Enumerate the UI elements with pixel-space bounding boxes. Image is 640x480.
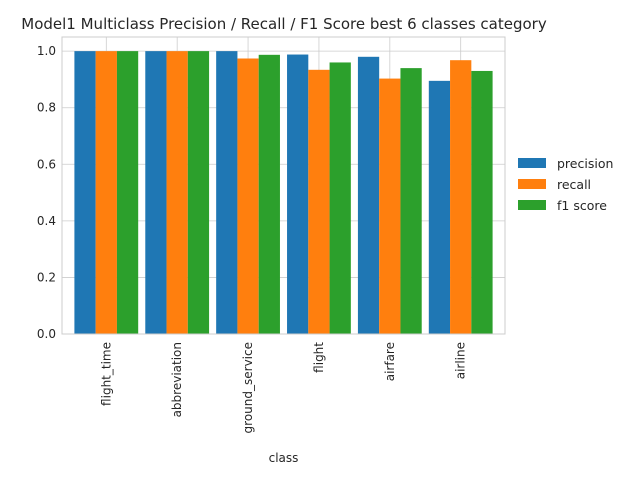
legend-label: precision	[557, 156, 613, 171]
chart-title: Model1 Multiclass Precision / Recall / F…	[21, 15, 547, 33]
legend-label: f1 score	[557, 198, 607, 213]
legend-label: recall	[557, 177, 591, 192]
bar-recall-airfare	[379, 78, 401, 334]
y-tick-label: 0.6	[37, 157, 56, 171]
bar-f1-score-airline	[471, 70, 493, 334]
x-tick-label: airfare	[383, 342, 397, 381]
y-tick-labels: 0.0 0.2 0.4 0.6 0.8 1.0	[37, 44, 56, 341]
bar-recall-airline	[450, 60, 472, 335]
bar-precision-airfare	[357, 56, 380, 335]
y-tick-label: 0.0	[37, 327, 56, 341]
bar-precision-airline	[428, 80, 451, 334]
x-tick-label: airline	[454, 342, 468, 379]
y-tick-label: 0.2	[37, 270, 56, 284]
x-tick-label: flight_time	[99, 342, 113, 406]
bar-f1-score-flight_time	[116, 51, 139, 335]
bars	[74, 51, 493, 335]
x-tick-label: ground_service	[241, 342, 255, 433]
x-tick-label: abbreviation	[170, 342, 184, 417]
legend-swatch-precision	[518, 158, 546, 168]
bar-f1-score-ground_service	[258, 54, 280, 334]
y-tick-label: 0.8	[37, 101, 56, 115]
bar-precision-flight_time	[74, 51, 96, 335]
bar-recall-abbreviation	[166, 51, 188, 335]
legend: precision recall f1 score	[518, 156, 613, 213]
y-tick-label: 1.0	[37, 44, 56, 58]
bar-f1-score-airfare	[400, 68, 422, 334]
legend-swatch-f1-score	[518, 200, 546, 210]
bar-precision-flight	[287, 54, 309, 335]
bar-recall-flight	[308, 69, 330, 334]
bar-recall-flight_time	[95, 51, 117, 335]
x-axis-label: class	[269, 451, 299, 465]
bar-precision-ground_service	[216, 51, 238, 335]
x-tick-label: flight	[312, 342, 326, 373]
plot-frame	[61, 36, 506, 335]
legend-swatch-recall	[518, 179, 546, 189]
bar-recall-ground_service	[237, 58, 259, 335]
y-tick-label: 0.4	[37, 214, 56, 228]
bar-f1-score-abbreviation	[187, 51, 210, 335]
bar-precision-abbreviation	[145, 51, 167, 335]
bar-f1-score-flight	[329, 62, 351, 334]
x-tick-labels: flight_time abbreviation ground_service fli…	[99, 342, 467, 434]
